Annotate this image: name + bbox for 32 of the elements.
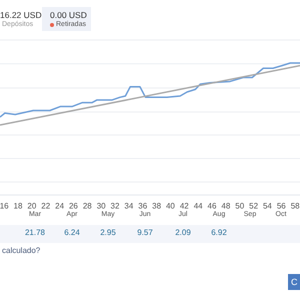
x-tick-label: 34 xyxy=(124,202,134,211)
text: 0.00 USD xyxy=(50,10,87,20)
x-tick-label: 16 xyxy=(0,202,10,211)
x-tick-label: 32 xyxy=(110,202,120,211)
x-tick-label: 18 xyxy=(14,202,24,211)
text: 21.78 xyxy=(24,228,46,238)
x-tick-label: 22 xyxy=(41,202,51,211)
x-tick-label: 26 xyxy=(68,202,78,211)
text: calculado? xyxy=(2,246,40,255)
text: 6.24 xyxy=(63,228,81,238)
x-tick-label: 36 xyxy=(138,202,148,211)
text: 2.95 xyxy=(99,228,117,238)
x-tick-label: 56 xyxy=(276,202,286,211)
text: 2.09 xyxy=(174,228,192,238)
x-tick-label: 52 xyxy=(249,202,259,211)
x-tick-label: 28 xyxy=(82,202,92,211)
x-tick-label: 40 xyxy=(166,202,176,211)
x-tick-label: 20 xyxy=(27,202,37,211)
text: 9.57 xyxy=(136,228,154,238)
x-tick-label: 42 xyxy=(180,202,190,211)
text: 16.22 USD xyxy=(0,10,42,20)
text: 6.92 xyxy=(210,228,228,238)
x-tick-label: 48 xyxy=(221,202,231,211)
x-tick-label: 30 xyxy=(96,202,106,211)
x-tick-label: 38 xyxy=(152,202,162,211)
x-tick-label: 50 xyxy=(235,202,245,211)
text: C xyxy=(291,277,298,287)
x-tick-label: 58 xyxy=(290,202,300,211)
x-tick-label: 54 xyxy=(262,202,272,211)
x-tick-label: 44 xyxy=(194,202,204,211)
x-tick-label: 24 xyxy=(55,202,65,211)
x-tick-label: 46 xyxy=(208,202,218,211)
